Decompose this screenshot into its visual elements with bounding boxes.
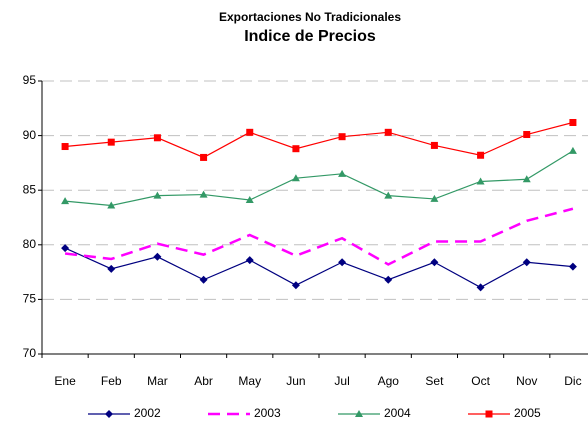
x-tick-label: Nov	[516, 374, 537, 388]
marker	[477, 151, 485, 159]
marker	[61, 197, 70, 205]
marker	[569, 118, 577, 126]
marker	[430, 141, 438, 149]
marker	[476, 177, 485, 185]
marker	[430, 258, 439, 267]
marker	[384, 275, 393, 284]
x-tick-label: Oct	[471, 374, 490, 388]
y-tick-label: 90	[23, 128, 37, 142]
series-line	[64, 207, 574, 266]
marker	[291, 174, 300, 182]
marker	[292, 145, 300, 153]
marker	[61, 143, 69, 151]
marker	[568, 146, 577, 154]
series-line	[64, 247, 573, 289]
marker	[153, 252, 162, 261]
marker	[338, 169, 347, 177]
marker	[107, 138, 115, 146]
marker	[568, 262, 577, 271]
marker	[522, 175, 531, 183]
x-tick-label: May	[238, 374, 261, 388]
marker	[338, 258, 347, 267]
y-tick-label: 80	[23, 237, 37, 251]
marker	[107, 201, 116, 209]
legend-label: 2005	[514, 406, 541, 420]
legend-label: 2004	[384, 406, 411, 420]
x-tick-label: Ago	[378, 374, 400, 388]
marker	[485, 410, 493, 418]
marker	[338, 133, 346, 141]
x-tick-label: Jul	[334, 374, 349, 388]
marker	[199, 190, 208, 198]
series-line	[65, 121, 574, 159]
marker	[153, 134, 161, 142]
marker	[522, 258, 531, 267]
x-tick-label: Dic	[564, 374, 581, 388]
marker	[291, 281, 300, 290]
y-tick-label: 70	[23, 346, 37, 360]
marker	[153, 191, 162, 199]
marker	[476, 283, 485, 292]
y-tick-label: 75	[23, 292, 37, 306]
x-tick-label: Feb	[101, 374, 122, 388]
marker	[199, 275, 208, 284]
x-tick-label: Mar	[147, 374, 168, 388]
marker	[61, 244, 70, 253]
marker	[246, 128, 254, 136]
legend-label: 2002	[134, 406, 161, 420]
y-tick-label: 95	[23, 73, 37, 87]
marker	[430, 194, 439, 202]
marker	[107, 264, 116, 273]
x-tick-label: Ene	[54, 374, 76, 388]
x-tick-label: Set	[425, 374, 444, 388]
series-line	[65, 150, 574, 207]
y-tick-label: 85	[23, 182, 37, 196]
chart-subtitle: Indice de Precios	[244, 28, 376, 45]
chart-title: Exportaciones No Tradicionales	[219, 10, 401, 24]
marker	[355, 410, 363, 417]
marker	[384, 191, 393, 199]
marker	[523, 131, 531, 139]
marker	[245, 256, 254, 265]
marker	[245, 196, 254, 204]
marker	[200, 153, 208, 161]
x-tick-label: Jun	[286, 374, 305, 388]
legend-label: 2003	[254, 406, 281, 420]
marker	[105, 410, 113, 418]
marker	[384, 128, 392, 136]
x-tick-label: Abr	[194, 374, 213, 388]
